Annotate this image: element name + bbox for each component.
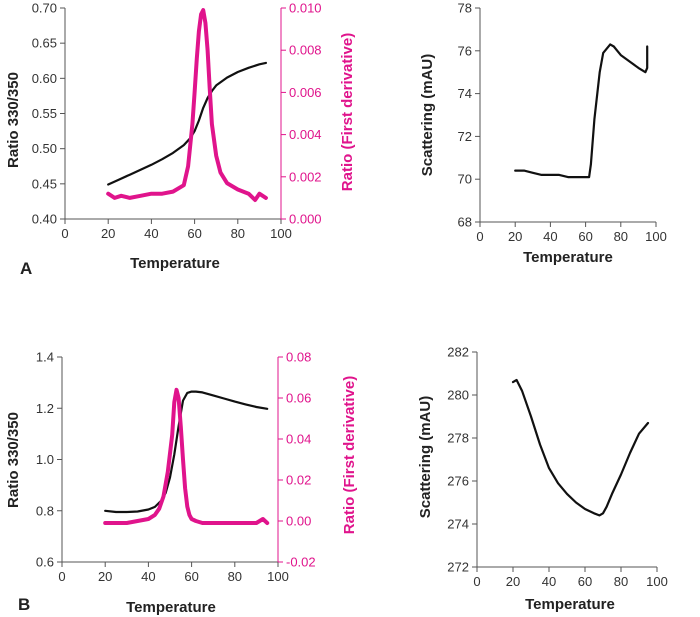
x-tick-label: 60 [578,574,592,589]
chart-a-ratio-ylabel: Ratio 330/350 [5,72,22,168]
x-tick-label: 40 [144,226,158,241]
y2-tick-label: 0.004 [289,127,322,142]
series-line-2 [105,390,267,523]
x-tick-label: 0 [473,574,480,589]
y-tick-label: 276 [447,474,469,489]
series-line-1 [513,380,648,515]
y-tick-label: 0.6 [36,555,54,570]
x-tick-label: 20 [506,574,520,589]
y-tick-label: 0.45 [32,176,57,191]
chart-b-ratio: Ratio 330/350 Ratio (First derivative) T… [5,350,358,617]
x-tick-label: 60 [578,229,592,244]
chart-b-scattering: Scattering (mAU) Temperature 0 20 40 60 80 10… [417,345,668,614]
x-tick-label: 100 [645,229,667,244]
panel-label-a: A [20,259,32,278]
chart-b-ratio-xlabel: Temperature [126,599,216,616]
x-tick-label: 40 [543,229,557,244]
y-tick-label: 72 [458,129,472,144]
y-tick-label: 1.0 [36,452,54,467]
chart-a-ratio: Ratio 330/350 Ratio (First derivative) T… [5,1,356,279]
y2-tick-label: 0.04 [286,432,311,447]
y-tick-label: 0.70 [32,1,57,16]
y-tick-label: 0.40 [32,212,57,227]
y2-tick-label: 0.008 [289,43,322,58]
x-tick-label: 100 [646,574,668,589]
y2-tick-label: 0.002 [289,169,322,184]
x-tick-label: 100 [270,226,292,241]
chart-b-scattering-ylabel: Scattering (mAU) [417,396,434,519]
x-tick-label: 40 [542,574,556,589]
x-tick-label: 20 [508,229,522,244]
x-tick-label: 80 [614,229,628,244]
y-tick-label: 282 [447,345,469,360]
y-tick-label: 1.2 [36,401,54,416]
chart-a-ratio-y2label: Ratio (First derivative) [339,33,356,191]
chart-b-ratio-y2label: Ratio (First derivative) [341,376,358,534]
y2-tick-label: 0.000 [289,212,322,227]
y2-tick-label: 0.06 [286,391,311,406]
y-tick-label: 0.50 [32,141,57,156]
series-line-2 [108,10,266,200]
x-tick-label: 0 [58,569,65,584]
y-tick-label: 78 [458,1,472,16]
chart-b-scattering-xlabel: Temperature [525,596,615,613]
x-tick-label: 0 [61,226,68,241]
y-tick-label: 1.4 [36,350,54,365]
y-tick-label: 0.60 [32,71,57,86]
chart-a-ratio-xlabel: Temperature [130,255,220,272]
y-tick-label: 274 [447,517,469,532]
y2-tick-label: 0.00 [286,514,311,529]
y-tick-label: 74 [458,86,472,101]
x-tick-label: 0 [476,229,483,244]
x-tick-label: 60 [187,226,201,241]
x-tick-label: 80 [231,226,245,241]
chart-a-scattering-ylabel: Scattering (mAU) [419,54,436,177]
x-tick-label: 60 [184,569,198,584]
y2-tick-label: 0.08 [286,350,311,365]
y2-tick-label: 0.006 [289,85,322,100]
panel-label-b: B [18,595,30,614]
x-tick-label: 20 [101,226,115,241]
y-tick-label: 68 [458,215,472,230]
chart-a-scattering: Scattering (mAU) Temperature 0 20 40 60 80 10… [419,1,667,267]
y-tick-label: 76 [458,43,472,58]
y-tick-label: 0.55 [32,106,57,121]
y-tick-label: 278 [447,431,469,446]
y-tick-label: 70 [458,172,472,187]
y-tick-label: 0.8 [36,503,54,518]
x-tick-label: 80 [228,569,242,584]
chart-b-ratio-ylabel: Ratio 330/350 [5,412,22,508]
y-tick-label: 0.65 [32,36,57,51]
series-line-1 [515,44,647,177]
figure-canvas: Ratio 330/350 Ratio (First derivative) T… [0,0,700,617]
x-tick-label: 100 [267,569,289,584]
y2-tick-label: 0.02 [286,473,311,488]
y-tick-label: 280 [447,388,469,403]
y2-tick-label: 0.010 [289,1,322,16]
chart-a-scattering-xlabel: Temperature [523,249,613,266]
y2-tick-label: -0.02 [286,555,316,570]
x-tick-label: 40 [141,569,155,584]
x-tick-label: 80 [614,574,628,589]
y-tick-label: 272 [447,560,469,575]
x-tick-label: 20 [98,569,112,584]
